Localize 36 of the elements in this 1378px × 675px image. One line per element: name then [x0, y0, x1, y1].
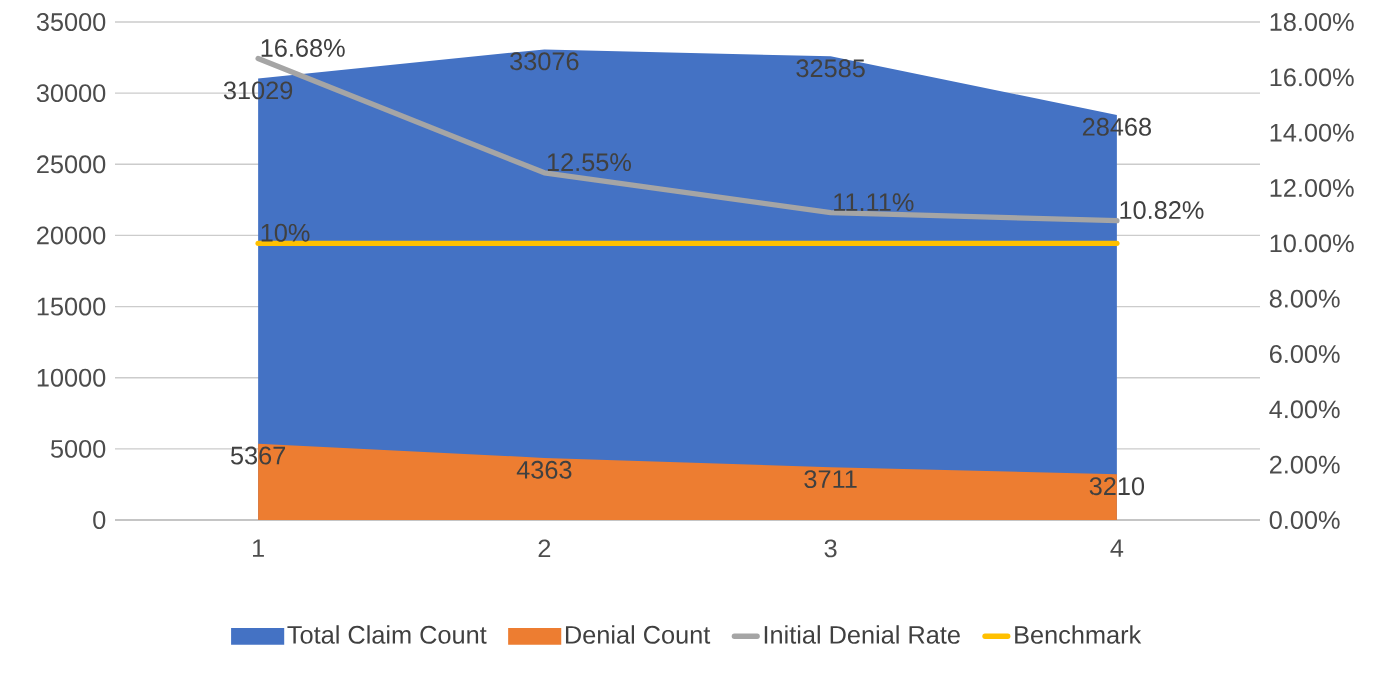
y-tick-label: 20000: [37, 226, 106, 245]
y-tick-label: 10000: [37, 368, 106, 387]
y-tick-label: 0: [93, 511, 106, 529]
legend-label: Initial Denial Rate: [764, 625, 960, 644]
data-label: 4363: [516, 460, 572, 479]
y2-tick-label: 10.00%: [1270, 234, 1354, 253]
data-label: 10.82%: [1120, 201, 1204, 220]
y2-tick-label: 2.00%: [1269, 455, 1340, 474]
y2-tick-label: 16.00%: [1270, 68, 1354, 87]
legend-label: Benchmark: [1015, 625, 1142, 644]
y-tick-label: 25000: [37, 155, 106, 174]
x-tick-label: 2: [538, 539, 551, 558]
x-tick-label: 4: [1110, 539, 1124, 557]
legend-label: Total Claim Count: [287, 625, 487, 644]
y-tick-label: 30000: [36, 84, 106, 103]
data-label: 31029: [223, 81, 293, 100]
y2-tick-label: 8.00%: [1269, 289, 1340, 308]
y2-tick-label: 18.00%: [1270, 13, 1354, 31]
data-label: 32585: [796, 59, 865, 78]
data-label: 11.11%: [834, 193, 914, 212]
x-tick-label: 1: [253, 539, 264, 557]
y-tick-label: 15000: [37, 297, 106, 316]
y2-tick-label: 12.00%: [1270, 179, 1354, 197]
x-tick-label: 3: [824, 539, 837, 558]
y-tick-label: 5000: [50, 439, 106, 458]
data-label: 16.68%: [261, 38, 345, 57]
legend-label: Denial Count: [565, 625, 711, 644]
data-label: 33076: [510, 52, 579, 71]
data-label: 10%: [261, 223, 310, 242]
data-label: 12.55%: [547, 153, 631, 172]
y-tick-label: 35000: [36, 13, 106, 31]
y2-tick-label: 0.00%: [1269, 511, 1340, 529]
y2-tick-label: 4.00%: [1269, 400, 1340, 419]
data-label: 3711: [804, 470, 857, 489]
y2-tick-label: 6.00%: [1269, 345, 1340, 363]
y2-tick-label: 14.00%: [1270, 123, 1354, 142]
